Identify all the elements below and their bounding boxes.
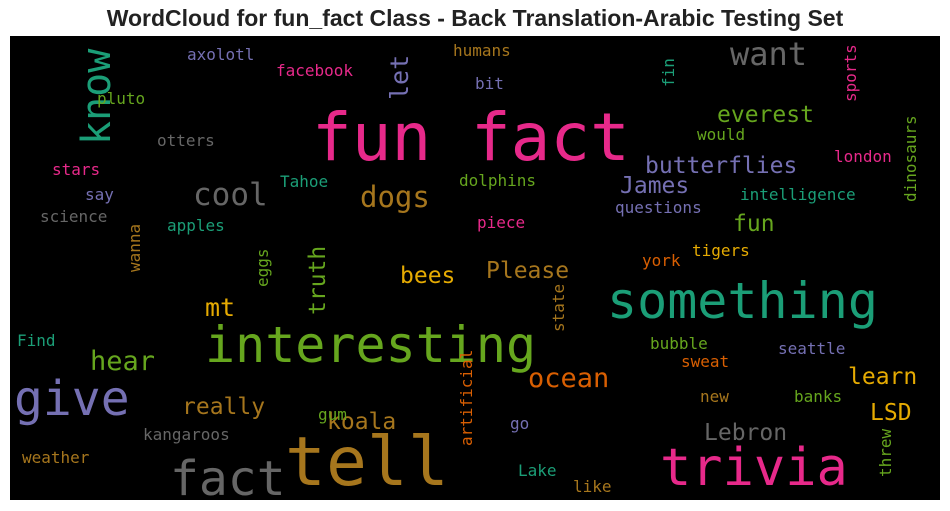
word: new	[700, 387, 729, 406]
word: eggs	[253, 248, 272, 287]
word: dinosaurs	[901, 115, 920, 202]
word: say	[85, 185, 114, 204]
word: Please	[486, 258, 569, 284]
word: Lebron	[704, 420, 787, 446]
word: give	[14, 371, 130, 427]
word: science	[40, 207, 107, 226]
word: everest	[717, 102, 814, 128]
word: koala	[327, 409, 396, 435]
word: would	[697, 125, 745, 144]
word: truth	[305, 246, 331, 315]
word: facebook	[276, 61, 353, 80]
word: James	[620, 173, 689, 199]
word: humans	[453, 41, 511, 60]
word: seattle	[778, 339, 845, 358]
word: threw	[876, 428, 895, 477]
word: stars	[52, 160, 100, 179]
word: york	[642, 251, 681, 270]
word: intelligence	[740, 185, 856, 204]
word: banks	[794, 387, 842, 406]
word: axolotl	[187, 45, 254, 64]
word: piece	[477, 213, 525, 232]
word: Tahoe	[280, 172, 328, 191]
word: trivia	[660, 438, 848, 498]
word: pluto	[97, 89, 145, 108]
word: Find	[17, 331, 56, 350]
word: bubble	[650, 334, 708, 353]
word: fun fact	[312, 99, 630, 176]
word: let	[385, 55, 414, 100]
word: fin	[659, 58, 678, 87]
word: hear	[90, 346, 155, 377]
word: like	[573, 477, 612, 496]
word: state	[549, 284, 568, 332]
word: weather	[22, 448, 90, 467]
word: bit	[475, 74, 504, 93]
word: interesting	[205, 316, 536, 374]
word: london	[834, 147, 892, 166]
word: ocean	[528, 363, 609, 394]
word: gum	[318, 405, 347, 424]
word: bees	[400, 263, 455, 289]
word: kangaroos	[143, 425, 230, 444]
word: otters	[157, 131, 215, 150]
word: mt	[205, 293, 235, 322]
word: cool	[193, 177, 268, 213]
word: something	[607, 272, 878, 330]
word: know	[74, 48, 120, 145]
word: tigers	[692, 241, 750, 260]
word: dolphins	[459, 171, 536, 190]
word: LSD	[870, 400, 912, 426]
word: wanna	[125, 224, 144, 272]
word: sweat	[681, 352, 729, 371]
word: sports	[841, 44, 860, 102]
word: want	[730, 35, 807, 73]
word: fact	[170, 451, 286, 507]
word: artificial	[457, 350, 476, 446]
word: butterflies	[645, 153, 797, 179]
word: go	[510, 414, 529, 433]
cloud-background	[10, 36, 940, 500]
word: apples	[167, 216, 225, 235]
word: dogs	[360, 180, 430, 214]
word: fun	[733, 211, 775, 237]
word: really	[182, 394, 265, 420]
word: questions	[615, 198, 702, 217]
word: Lake	[518, 461, 557, 480]
chart-title: WordCloud for fun_fact Class - Back Tran…	[107, 5, 844, 31]
word: tell	[285, 423, 449, 502]
word: learn	[848, 364, 917, 390]
